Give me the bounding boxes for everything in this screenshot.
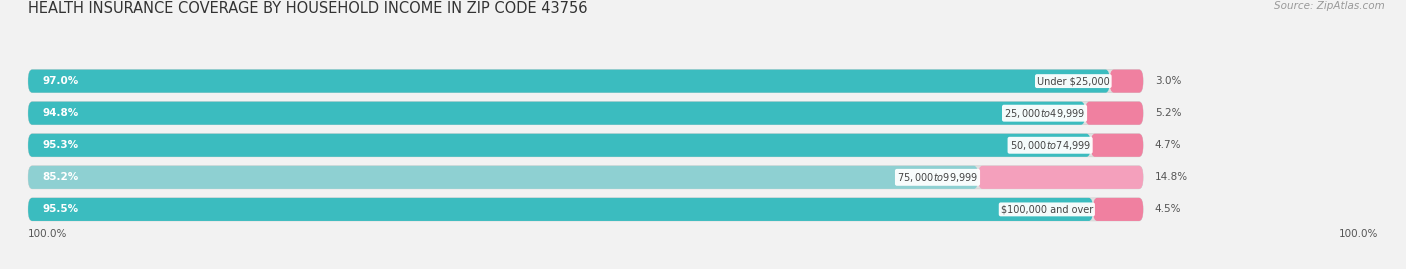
FancyBboxPatch shape xyxy=(28,134,1091,157)
FancyBboxPatch shape xyxy=(979,166,1143,189)
FancyBboxPatch shape xyxy=(28,134,1143,157)
FancyBboxPatch shape xyxy=(1091,134,1143,157)
Text: $50,000 to $74,999: $50,000 to $74,999 xyxy=(1010,139,1091,152)
Text: 95.3%: 95.3% xyxy=(42,140,79,150)
Text: 100.0%: 100.0% xyxy=(28,229,67,239)
Text: Under $25,000: Under $25,000 xyxy=(1038,76,1109,86)
Text: Source: ZipAtlas.com: Source: ZipAtlas.com xyxy=(1274,1,1385,11)
Text: 97.0%: 97.0% xyxy=(42,76,79,86)
Text: 3.0%: 3.0% xyxy=(1154,76,1181,86)
FancyBboxPatch shape xyxy=(1085,102,1143,125)
Text: 94.8%: 94.8% xyxy=(42,108,79,118)
FancyBboxPatch shape xyxy=(28,70,1143,93)
FancyBboxPatch shape xyxy=(28,70,1109,93)
FancyBboxPatch shape xyxy=(28,198,1092,221)
Text: 5.2%: 5.2% xyxy=(1154,108,1181,118)
Text: 95.5%: 95.5% xyxy=(42,204,79,214)
FancyBboxPatch shape xyxy=(1092,198,1143,221)
FancyBboxPatch shape xyxy=(28,102,1085,125)
FancyBboxPatch shape xyxy=(28,166,979,189)
FancyBboxPatch shape xyxy=(28,166,1143,189)
Text: HEALTH INSURANCE COVERAGE BY HOUSEHOLD INCOME IN ZIP CODE 43756: HEALTH INSURANCE COVERAGE BY HOUSEHOLD I… xyxy=(28,1,588,16)
FancyBboxPatch shape xyxy=(28,102,1143,125)
Text: 85.2%: 85.2% xyxy=(42,172,79,182)
Text: $25,000 to $49,999: $25,000 to $49,999 xyxy=(1004,107,1085,120)
FancyBboxPatch shape xyxy=(1109,70,1143,93)
Text: 4.5%: 4.5% xyxy=(1154,204,1181,214)
Text: $75,000 to $99,999: $75,000 to $99,999 xyxy=(897,171,979,184)
Text: 14.8%: 14.8% xyxy=(1154,172,1188,182)
FancyBboxPatch shape xyxy=(28,198,1143,221)
Text: 100.0%: 100.0% xyxy=(1339,229,1378,239)
Text: $100,000 and over: $100,000 and over xyxy=(1001,204,1092,214)
Text: 4.7%: 4.7% xyxy=(1154,140,1181,150)
